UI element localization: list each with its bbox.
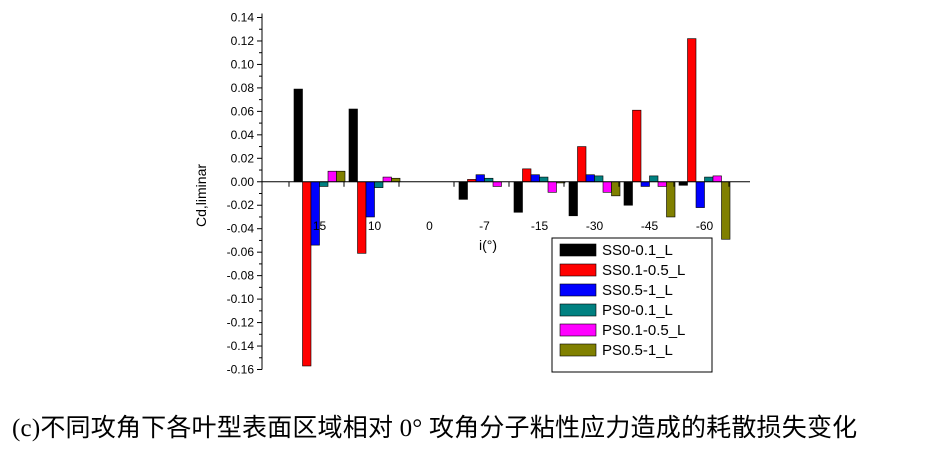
- y-tick-label: -0.08: [227, 269, 255, 283]
- x-tick-label: -45: [641, 219, 659, 233]
- chart-svg: 0.14 0.12 0.10 0.08 0.06 0.04 0.02 0.00 -0.02 -0.…: [193, 11, 750, 377]
- bar-PS0.1-0.5_L--60: [712, 175, 722, 183]
- bars-layer: [293, 38, 731, 367]
- bar-PS0-0.1_L-15: [319, 181, 329, 187]
- bar-PS0-0.1_L--60: [704, 176, 714, 183]
- bar-SS0.5-1_L--45: [640, 181, 650, 187]
- y-tick-label: -0.10: [227, 292, 255, 306]
- y-tick-label: 0.12: [231, 34, 255, 48]
- bar-SS0.1-0.5_L-10: [357, 181, 367, 254]
- y-tick-label: -0.12: [227, 316, 255, 330]
- bar-SS0-0.1_L-10: [348, 108, 358, 183]
- axes-layer: 0.14 0.12 0.10 0.08 0.06 0.04 0.02 0.00 -0.02 -0.…: [227, 11, 750, 377]
- bar-SS0.1-0.5_L-15: [302, 181, 312, 367]
- y-tick-label: -0.16: [227, 363, 255, 377]
- bar-SS0-0.1_L-15: [293, 88, 303, 183]
- bar-PS0-0.1_L--7: [484, 177, 494, 183]
- y-tick-label: 0.02: [231, 151, 255, 165]
- bar-PS0-0.1_L-10: [374, 181, 384, 188]
- bar-SS0-0.1_L--7: [458, 181, 468, 200]
- legend-swatch: [559, 243, 597, 257]
- bar-SS0.5-1_L-15: [310, 181, 320, 246]
- y-tick-label: 0.04: [231, 128, 255, 142]
- bar-SS0.1-0.5_L--30: [577, 146, 587, 183]
- bar-PS0.1-0.5_L--15: [547, 181, 557, 193]
- x-tick-label: -7: [479, 219, 490, 233]
- legend-label: PS0.5-1_L: [602, 342, 673, 359]
- bar-PS0-0.1_L--45: [649, 175, 659, 183]
- bar-SS0.1-0.5_L--15: [522, 168, 532, 183]
- x-tick-label: 10: [368, 219, 382, 233]
- bar-SS0.5-1_L--15: [530, 174, 540, 183]
- y-tick-label: 0.08: [231, 81, 255, 95]
- bar-PS0.1-0.5_L-15: [327, 170, 337, 183]
- legend-label: SS0.5-1_L: [602, 282, 673, 299]
- y-tick-label: 0.14: [231, 11, 255, 25]
- bar-SS0.5-1_L--7: [475, 174, 485, 183]
- bar-PS0-0.1_L--30: [594, 175, 604, 183]
- bar-SS0-0.1_L--15: [513, 181, 523, 213]
- legend-swatch: [559, 343, 597, 357]
- bar-SS0.1-0.5_L--60: [687, 38, 697, 183]
- x-axis-label: i(°): [479, 237, 497, 253]
- bar-SS0-0.1_L--60: [678, 181, 688, 186]
- legend-label: SS0-0.1_L: [602, 242, 673, 259]
- figure-caption: (c)不同攻角下各叶型表面区域相对 0° 攻角分子粘性应力造成的耗散损失变化: [12, 415, 858, 442]
- bar-PS0.1-0.5_L--30: [602, 181, 612, 193]
- bar-chart: 0.14 0.12 0.10 0.08 0.06 0.04 0.02 0.00 -0.02 -0.…: [193, 11, 750, 377]
- bar-PS0.5-1_L--60: [721, 181, 731, 240]
- y-tick-label: -0.14: [227, 339, 255, 353]
- y-tick-label: 0.10: [231, 57, 255, 71]
- bar-PS0.5-1_L-15: [336, 170, 346, 183]
- y-tick-label: 0.00: [231, 175, 255, 189]
- bar-SS0.5-1_L--30: [585, 174, 595, 183]
- bar-PS0.5-1_L-10: [391, 177, 401, 183]
- bar-SS0.1-0.5_L--45: [632, 109, 642, 183]
- x-tick-label: -60: [696, 219, 714, 233]
- bar-PS0.1-0.5_L--45: [657, 181, 667, 187]
- bar-SS0.5-1_L-10: [365, 181, 375, 218]
- legend-label: PS0.1-0.5_L: [602, 322, 685, 339]
- y-tick-label: 0.06: [231, 104, 255, 118]
- bar-PS0.1-0.5_L-10: [382, 176, 392, 183]
- legend-swatch: [559, 303, 597, 317]
- legend-label: SS0.1-0.5_L: [602, 262, 685, 279]
- bar-SS0-0.1_L--45: [623, 181, 633, 206]
- bar-SS0-0.1_L--30: [568, 181, 578, 217]
- legend-swatch: [559, 263, 597, 277]
- legend: SS0-0.1_L SS0.1-0.5_L SS0.5-1_L PS0-0.1_L PS…: [551, 237, 713, 373]
- y-axis-label: Cd,liminar: [193, 164, 209, 227]
- y-tick-label: -0.02: [227, 198, 255, 212]
- x-tick-label: -15: [531, 219, 549, 233]
- y-tick-label: -0.04: [227, 222, 255, 236]
- y-tick-label: -0.06: [227, 245, 255, 259]
- x-tick-label: -30: [586, 219, 604, 233]
- x-tick-label: 0: [426, 219, 433, 233]
- bar-PS0.5-1_L--45: [666, 181, 676, 218]
- x-tick-label: 15: [313, 219, 327, 233]
- legend-swatch: [559, 323, 597, 337]
- legend-label: PS0-0.1_L: [602, 302, 673, 319]
- bar-PS0-0.1_L--15: [539, 176, 549, 183]
- bar-PS0.1-0.5_L--7: [492, 181, 502, 187]
- bar-SS0.5-1_L--60: [695, 181, 705, 208]
- legend-swatch: [559, 283, 597, 297]
